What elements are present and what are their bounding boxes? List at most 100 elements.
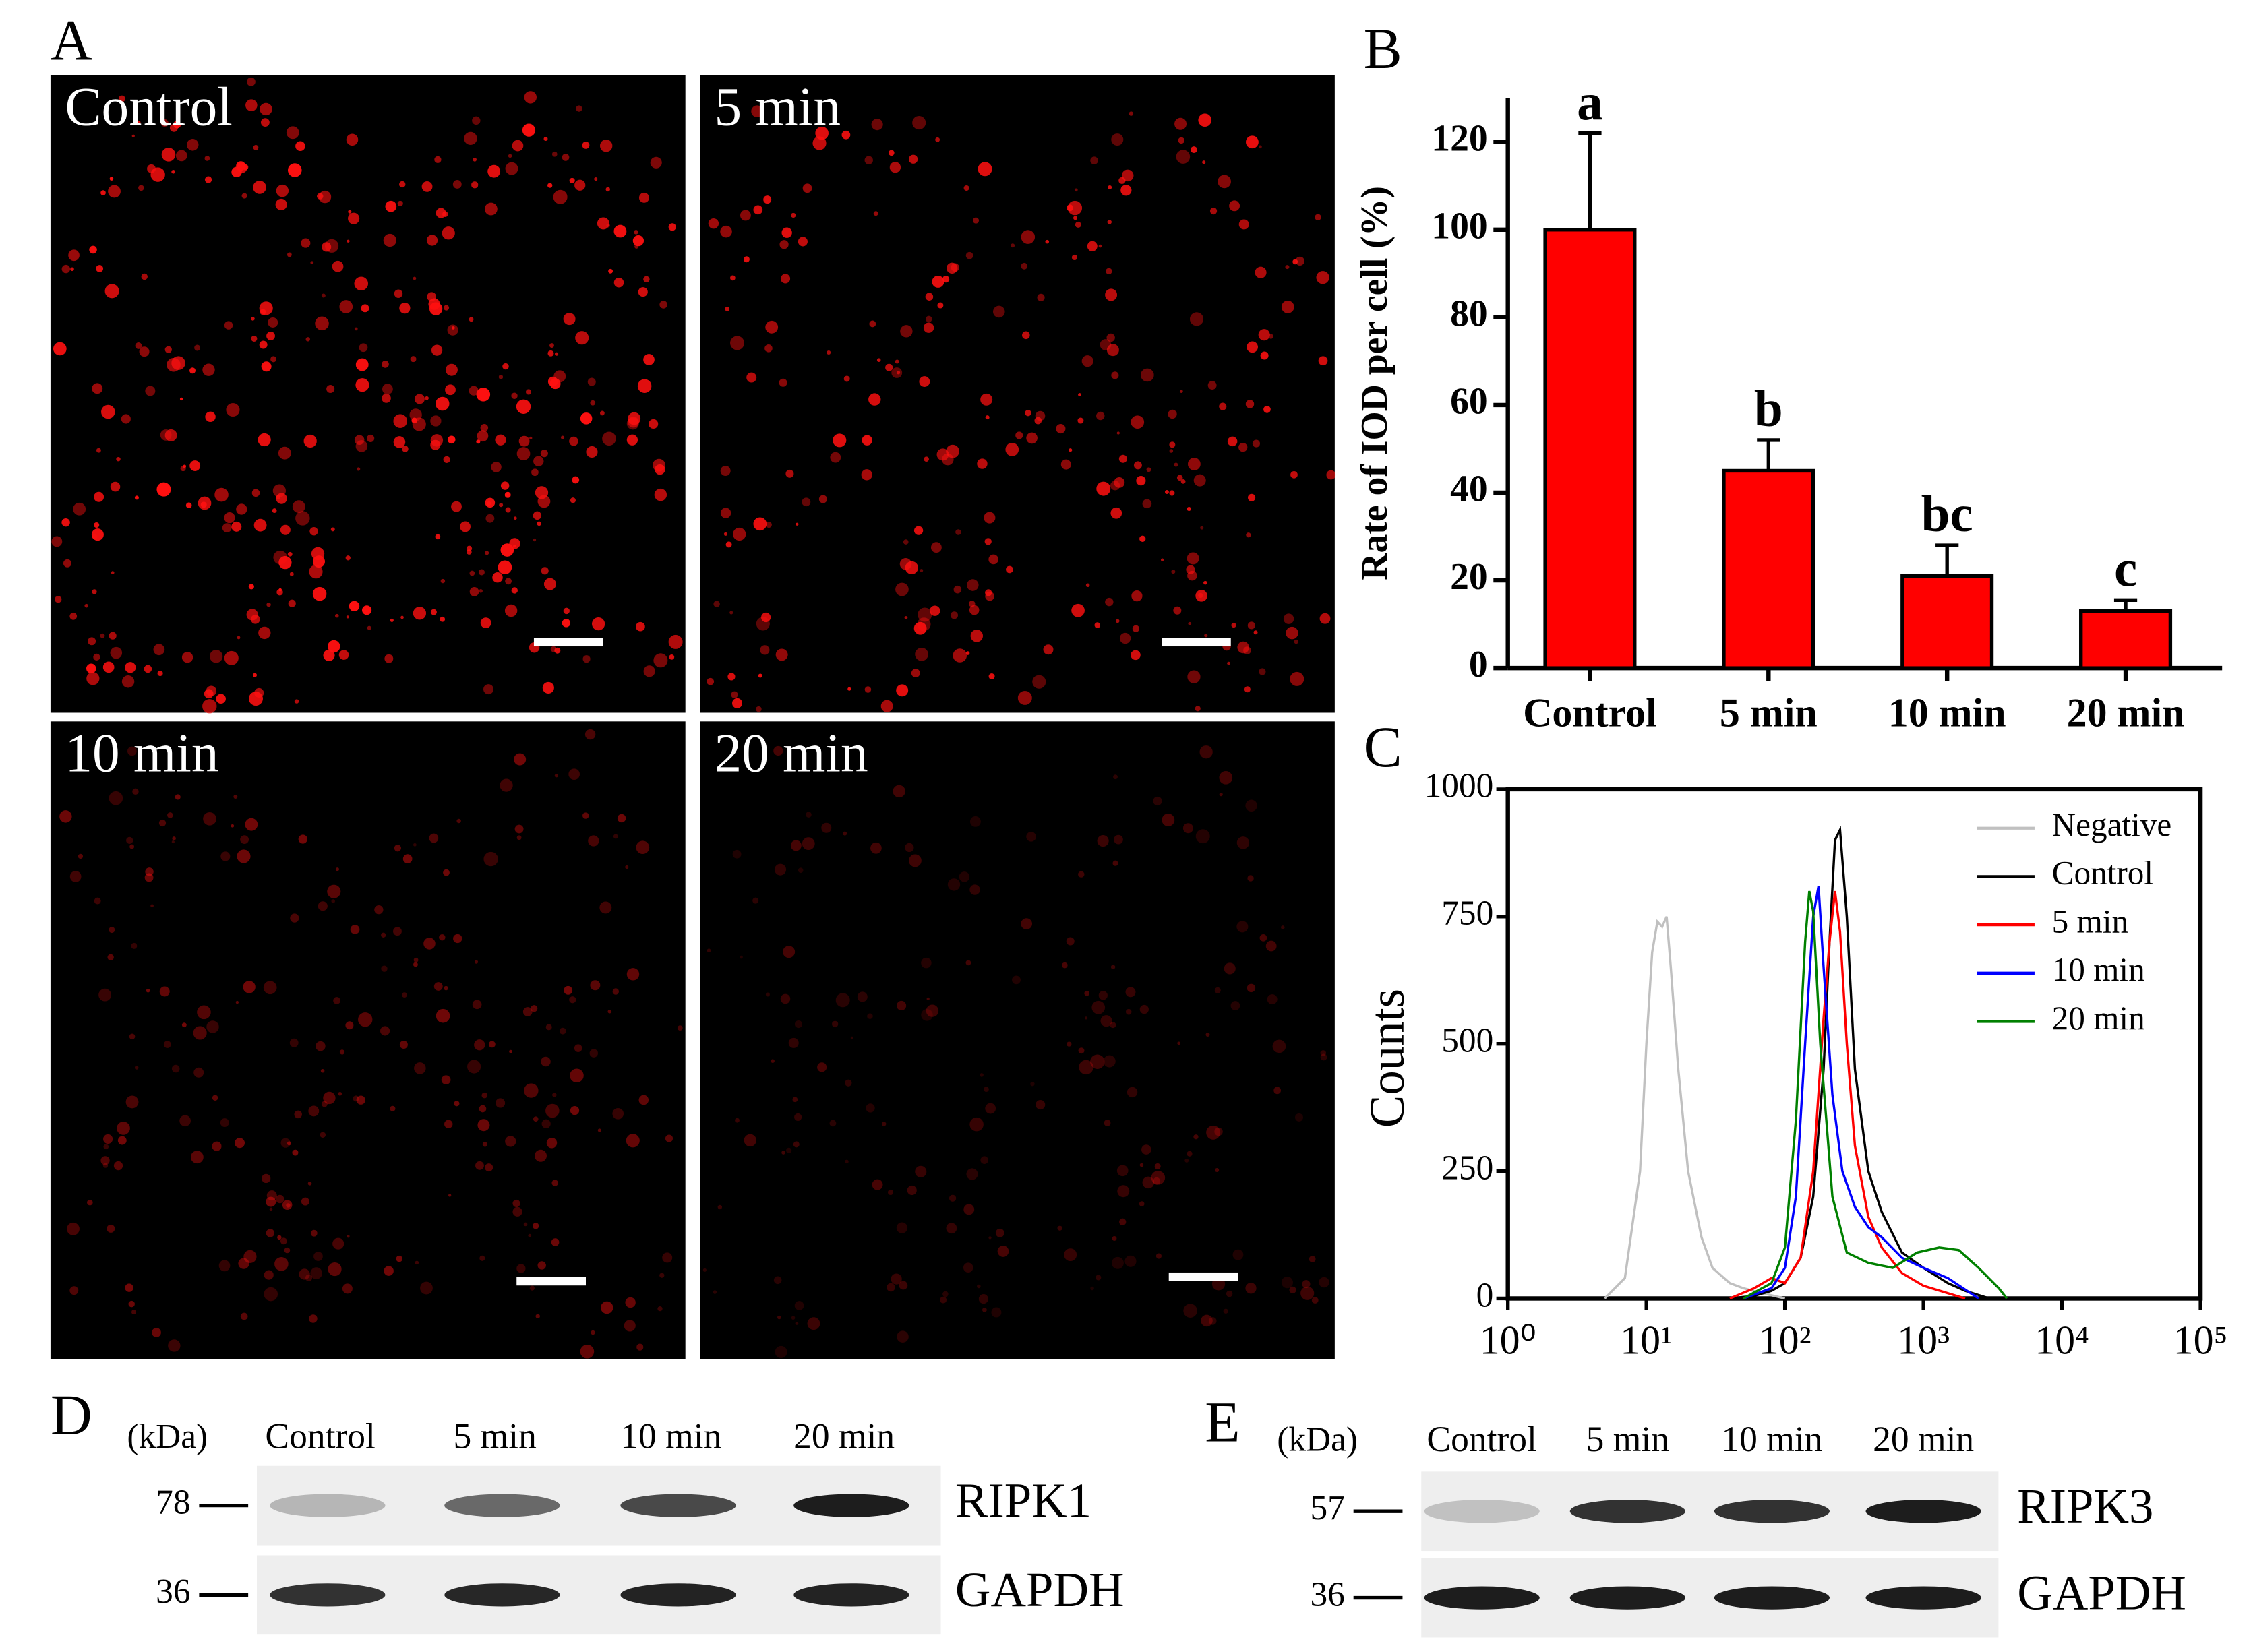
fluorescence-spot (436, 1008, 450, 1023)
fluorescence-spot (500, 778, 513, 792)
fluorescence-spot (1030, 1081, 1035, 1087)
fluorescence-spot (1108, 185, 1112, 189)
fluorescence-spot (480, 617, 491, 629)
fluorescence-spot (597, 217, 609, 230)
fluorescence-spot (1021, 262, 1028, 270)
fluorescence-spot (448, 1194, 452, 1197)
fluorescence-spot (537, 521, 541, 526)
fluorescence-spot (320, 1068, 325, 1073)
fluorescence-spot (469, 570, 475, 576)
fluorescence-spot (533, 1223, 539, 1229)
fluorescence-spot (1265, 940, 1277, 952)
fluorescence-spot (864, 156, 873, 164)
fluorescence-spot (783, 946, 796, 958)
fluorescence-spot (727, 673, 736, 681)
fluorescence-spot (355, 358, 369, 371)
fluorescence-spot (524, 91, 537, 104)
fluorescence-spot (1118, 177, 1126, 185)
fluorescence-spot (384, 1266, 394, 1276)
lane-label: Control (1427, 1419, 1536, 1459)
fluorescence-spot (258, 626, 271, 640)
fluorescence-spot (1124, 1255, 1137, 1267)
fluorescence-spot (61, 264, 71, 274)
fluorescence-spot (175, 794, 181, 800)
fluorescence-spot (969, 1117, 984, 1132)
fluorescence-spot (553, 189, 568, 204)
fluorescence-spot (541, 567, 549, 575)
fluorescence-spot (78, 853, 84, 859)
fluorescence-spot (110, 481, 121, 492)
fluorescence-spot (612, 1107, 624, 1120)
marker-label: 36 (156, 1572, 190, 1611)
fluorescence-spot (310, 1229, 318, 1237)
fluorescence-spot (1064, 1248, 1077, 1262)
fluorescence-spot (323, 1091, 336, 1105)
image-label: Control (65, 77, 233, 137)
fluorescence-spot (867, 1013, 873, 1019)
fluorescence-spot (523, 1222, 528, 1227)
fluorescence-spot (794, 1113, 802, 1121)
fluorescence-spot (1230, 1001, 1240, 1010)
legend-label: 10 min (2052, 951, 2145, 988)
marker-label: 36 (1310, 1575, 1344, 1614)
fluorescence-spot (1006, 565, 1013, 574)
fluorescence-spot (59, 810, 72, 823)
fluorescence-spot (613, 834, 618, 839)
fluorescence-spot (625, 1297, 636, 1308)
fluorescence-spot (323, 649, 335, 661)
fluorescence-spot (1260, 351, 1269, 360)
fluorescence-spot (1037, 293, 1045, 301)
fluorescence-spot (547, 350, 554, 357)
fluorescence-spot (516, 1264, 526, 1273)
fluorescence-spot (554, 647, 561, 654)
fluorescence-spot (1248, 493, 1256, 501)
fluorescence-spot (129, 1033, 136, 1040)
fluorescence-spot (125, 1095, 139, 1109)
fluorescence-spot (399, 1040, 408, 1049)
fluorescence-spot (505, 162, 518, 175)
fluorescence-spot (100, 1156, 110, 1165)
y-tick-label: 20 (1450, 556, 1488, 598)
fluorescence-spot (924, 456, 929, 462)
fluorescence-spot (915, 647, 928, 661)
fluorescence-spot (790, 840, 802, 851)
fluorescence-spot (125, 662, 136, 673)
legend-label: Control (2052, 855, 2153, 892)
histogram-line (1743, 886, 1979, 1300)
fluorescence-spot (144, 873, 154, 882)
fluorescence-spot (237, 849, 251, 863)
fluorescence-spot (460, 521, 471, 532)
fluorescence-spot (412, 417, 426, 431)
fluorescence-spot (421, 181, 433, 192)
fluorescence-spot (172, 836, 176, 840)
fluorescence-spot (752, 897, 759, 904)
fluorescence-spot (965, 651, 970, 655)
fluorescence-spot (480, 423, 489, 432)
fluorescence-spot (1045, 239, 1050, 244)
fluorescence-spot (533, 538, 537, 542)
fluorescence-spot (569, 996, 576, 1004)
fluorescence-spot (897, 1330, 909, 1343)
fluorescence-spot (69, 1286, 79, 1295)
fluorescence-spot (402, 992, 407, 998)
fluorescence-spot (413, 276, 417, 280)
legend-label: 20 min (2052, 1000, 2145, 1037)
fluorescence-spot (434, 156, 442, 163)
fluorescence-spot (152, 1328, 161, 1337)
fluorescence-spot (713, 601, 720, 607)
fluorescence-spot (109, 177, 114, 181)
fluorescence-spot (138, 185, 144, 191)
fluorescence-spot (420, 1281, 433, 1295)
scale-bar (533, 638, 603, 647)
fluorescence-spot (531, 468, 539, 477)
fluorescence-spot (594, 177, 598, 181)
fluorescence-spot (218, 1260, 231, 1272)
fluorescence-spot (1142, 1176, 1155, 1189)
fluorescence-spot (587, 377, 596, 386)
fluorescence-spot (562, 154, 570, 161)
fluorescence-spot (909, 154, 918, 164)
fluorescence-spot (194, 344, 201, 351)
fluorescence-spot (1176, 475, 1183, 481)
fluorescence-spot (942, 1291, 949, 1297)
